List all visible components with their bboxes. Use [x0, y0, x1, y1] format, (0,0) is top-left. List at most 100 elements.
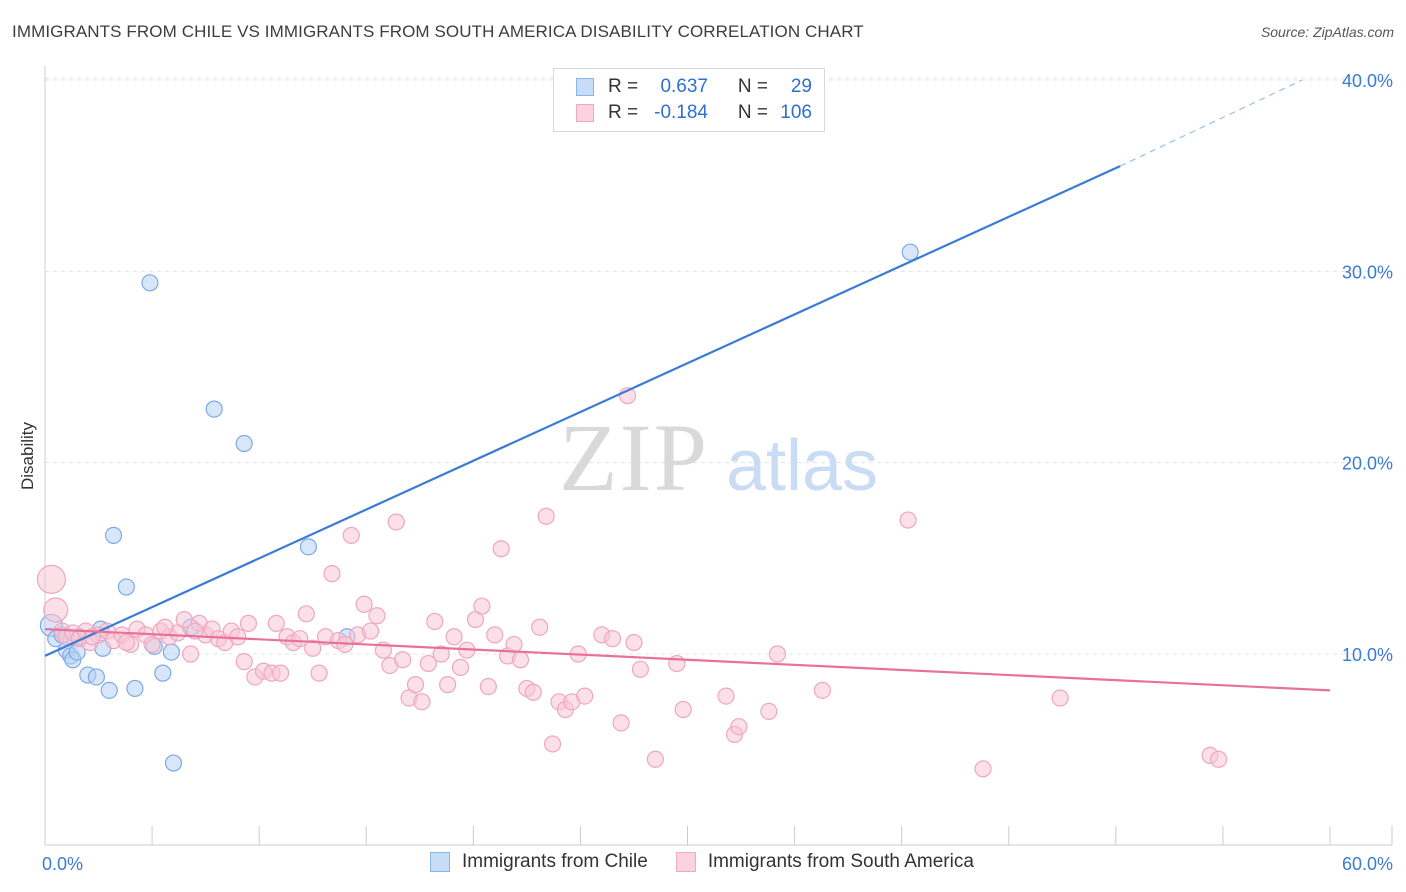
- data-point: [531, 618, 549, 636]
- data-point: [239, 614, 258, 632]
- watermark-zip: ZIP: [559, 404, 709, 511]
- legend-item-south-america[interactable]: Immigrants from South America: [675, 851, 974, 873]
- trendline-chile: [44, 165, 1121, 657]
- data-point: [126, 679, 144, 698]
- data-point: [394, 651, 412, 669]
- data-point: [901, 243, 919, 261]
- data-point: [368, 607, 386, 625]
- trendline-south-america: [44, 628, 1331, 692]
- data-point: [310, 664, 328, 682]
- data-point: [229, 628, 247, 646]
- data-point: [342, 526, 360, 544]
- data-point: [631, 660, 649, 678]
- data-point: [43, 597, 69, 623]
- data-point: [267, 614, 285, 632]
- legend-r-value: -0.184: [654, 102, 708, 123]
- data-point: [117, 578, 135, 596]
- data-point: [451, 658, 470, 676]
- legend-n-value: 106: [780, 102, 812, 123]
- data-point: [205, 400, 223, 418]
- data-point: [479, 677, 497, 696]
- data-point: [154, 664, 172, 682]
- data-point: [486, 626, 504, 644]
- trendlines: [44, 79, 1331, 692]
- legend-r-label: R =: [608, 102, 639, 123]
- data-point: [439, 676, 457, 694]
- watermark-atlas: atlas: [726, 426, 878, 506]
- data-point: [143, 635, 161, 654]
- data-point: [297, 605, 315, 623]
- legend-label-chile: Immigrants from Chile: [462, 851, 648, 872]
- y-axis-label: Disability: [18, 421, 37, 490]
- data-point: [492, 540, 510, 558]
- trendline-extension: [1119, 79, 1303, 167]
- x-tick-label: 0.0%: [42, 854, 83, 874]
- legend-row-chile: R = 0.637 N = 29: [576, 74, 812, 100]
- data-point: [164, 754, 183, 772]
- legend-swatch-chile: [576, 78, 594, 96]
- data-point: [141, 274, 159, 292]
- data-point: [156, 618, 174, 636]
- data-point: [355, 595, 373, 613]
- data-point: [87, 668, 106, 686]
- data-point: [36, 564, 67, 594]
- data-point: [537, 507, 555, 525]
- legend-swatch-chile: [430, 852, 450, 872]
- data-point: [625, 633, 643, 652]
- data-point: [413, 693, 431, 711]
- data-point: [426, 612, 444, 631]
- data-point: [730, 718, 748, 736]
- legend-n-label: N =: [737, 102, 768, 123]
- data-point: [361, 622, 380, 640]
- legend-label-south-america: Immigrants from South America: [707, 851, 974, 872]
- data-point: [760, 702, 778, 721]
- data-point: [162, 643, 180, 661]
- legend-r-value: 0.637: [660, 76, 708, 97]
- data-point: [299, 538, 318, 556]
- tick-labels: 10.0% 20.0% 30.0% 40.0% 0.0% 60.0%: [42, 71, 1393, 874]
- legend-swatch-south-america: [675, 852, 696, 872]
- data-point: [473, 597, 491, 615]
- data-point: [182, 645, 200, 663]
- y-tick-label: 10.0%: [1342, 645, 1393, 665]
- data-point: [646, 750, 664, 768]
- legend-r-label: R =: [608, 76, 639, 97]
- legend-swatch-south-america: [576, 104, 594, 122]
- gridlines: [45, 77, 1392, 655]
- data-point: [511, 651, 530, 669]
- data-point: [432, 645, 450, 663]
- legend-n-value: 29: [790, 76, 812, 97]
- axes: [44, 66, 1393, 846]
- watermark: ZIP atlas: [559, 404, 878, 511]
- legend-row-south-america: R = -0.184 N = 106: [576, 100, 812, 126]
- data-point: [1210, 750, 1228, 768]
- data-point: [524, 683, 542, 701]
- series-legend: Immigrants from Chile Immigrants from So…: [430, 851, 1002, 873]
- data-point: [612, 714, 630, 732]
- data-point: [104, 526, 123, 544]
- data-point: [1051, 689, 1069, 707]
- data-point: [304, 639, 322, 657]
- data-point: [323, 565, 341, 583]
- chart-title: IMMIGRANTS FROM CHILE VS IMMIGRANTS FROM…: [12, 22, 864, 41]
- x-tick-label: 60.0%: [1342, 854, 1393, 874]
- data-point: [406, 676, 425, 694]
- data-point: [387, 513, 405, 531]
- series-chile: [39, 243, 919, 772]
- source-label: Source: ZipAtlas.com: [1260, 24, 1394, 40]
- data-point: [419, 654, 437, 673]
- data-point: [445, 628, 463, 646]
- data-point: [543, 735, 562, 753]
- data-point: [899, 511, 917, 529]
- data-point: [768, 645, 787, 663]
- data-point: [717, 687, 735, 705]
- y-tick-label: 30.0%: [1342, 262, 1393, 282]
- y-tick-label: 40.0%: [1342, 71, 1393, 91]
- stats-legend: R = 0.637 N = 29 R = -0.184 N = 106: [553, 68, 825, 132]
- data-point: [813, 681, 832, 699]
- data-point: [974, 760, 992, 778]
- data-point: [674, 700, 692, 719]
- y-tick-label: 20.0%: [1342, 454, 1393, 474]
- legend-item-chile[interactable]: Immigrants from Chile: [430, 851, 648, 873]
